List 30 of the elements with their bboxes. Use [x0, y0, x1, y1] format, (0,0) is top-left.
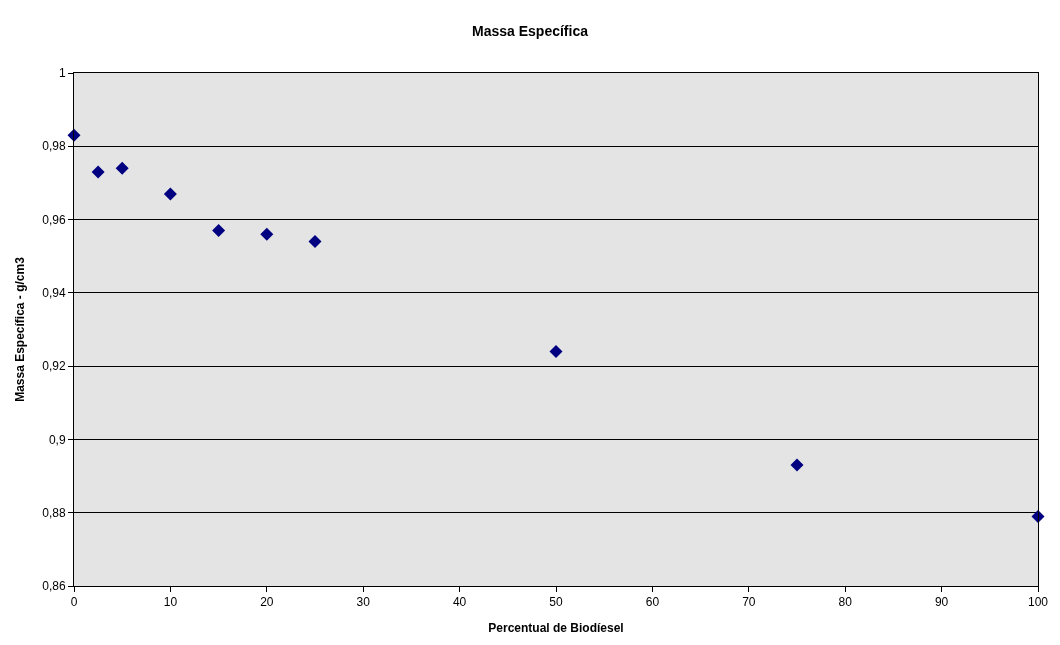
point	[91, 165, 105, 179]
y-tick-label: 0,88	[42, 505, 66, 520]
point	[212, 224, 226, 238]
x-tick-label: 70	[742, 595, 756, 610]
x-tick-label: 20	[260, 595, 274, 610]
x-tick-label: 90	[934, 595, 949, 610]
chart-title: Massa Específica	[472, 22, 589, 39]
y-tick-label: 0,94	[42, 286, 66, 301]
point	[115, 161, 129, 175]
y-tick-label: 0,9	[48, 432, 66, 447]
x-axis-title: Percentual de Biodíesel	[488, 621, 624, 636]
x-tick-label: 40	[452, 595, 467, 610]
x-tick-label: 100	[1027, 595, 1049, 610]
x-tick-label: 60	[645, 595, 660, 610]
point	[308, 235, 322, 249]
point	[549, 344, 563, 358]
x-tick-label: 30	[356, 595, 371, 610]
y-tick-label: 0,96	[42, 212, 66, 227]
y-axis-title: Massa Específica - g/cm3	[12, 256, 27, 402]
y-tick-label: 0,98	[42, 139, 66, 154]
point	[790, 458, 804, 472]
point	[163, 187, 177, 201]
y-tick-label: 0,86	[42, 579, 66, 594]
x-tick-label: 80	[838, 595, 853, 610]
y-tick-label: 0,92	[42, 359, 66, 374]
x-tick-label: 0	[70, 595, 78, 610]
x-tick-label: 50	[549, 595, 563, 610]
x-tick-label: 10	[163, 595, 178, 610]
y-tick-label: 1	[58, 66, 66, 81]
point	[260, 227, 274, 241]
